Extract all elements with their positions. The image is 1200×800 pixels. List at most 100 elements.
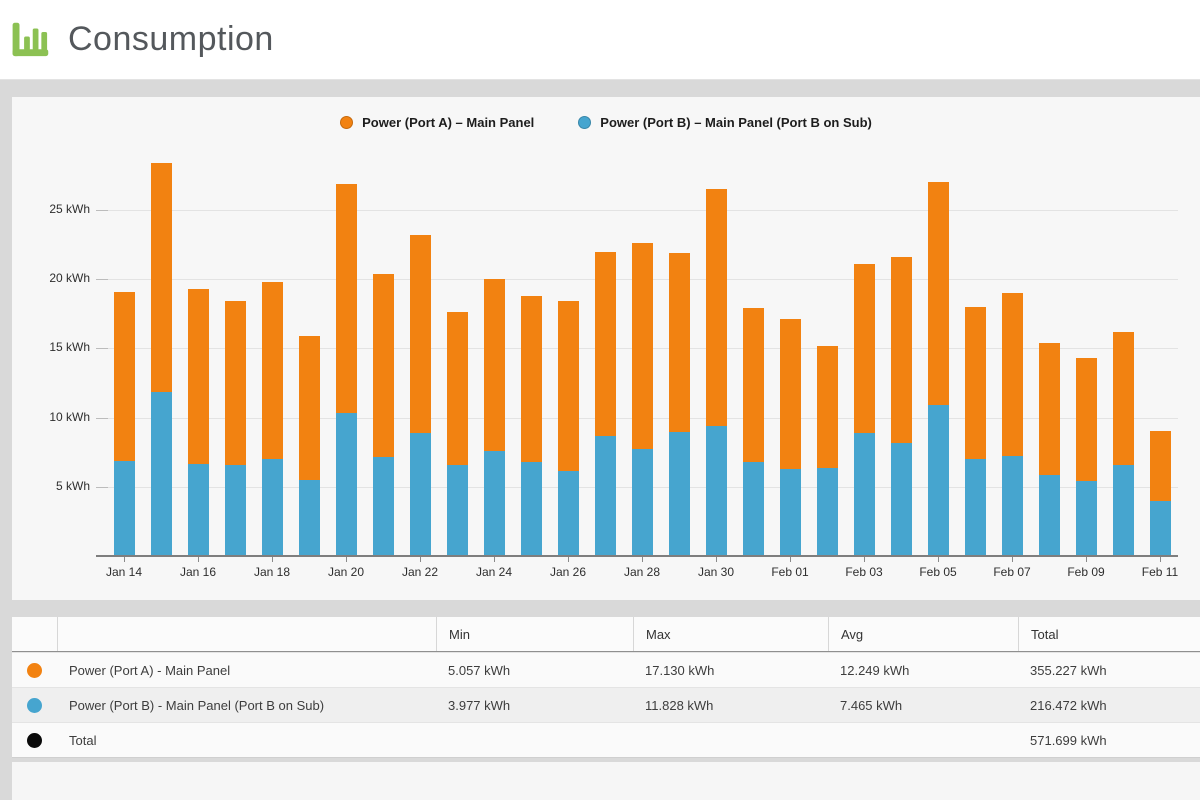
bar-segment-port-b[interactable] [742, 461, 764, 556]
x-axis-tick [568, 557, 569, 562]
bar-segment-port-b[interactable] [113, 461, 135, 556]
bar-segment-port-a[interactable] [816, 345, 838, 469]
port-a-dot-icon [27, 662, 42, 678]
bar-segment-port-a[interactable] [927, 182, 949, 406]
y-axis-label: 20 kWh [49, 271, 90, 286]
min-cell: 3.977 kWh [448, 697, 511, 713]
series-name-cell: Total [69, 732, 97, 748]
bar-segment-port-a[interactable] [668, 252, 690, 433]
bar-segment-port-a[interactable] [1149, 430, 1171, 501]
x-axis-label: Feb 05 [919, 565, 957, 579]
bar-segment-port-b[interactable] [964, 459, 986, 556]
legend-label: Power (Port B) – Main Panel (Port B on S… [600, 115, 872, 130]
bar-segment-port-b[interactable] [483, 450, 505, 556]
y-axis-tick [96, 348, 108, 350]
bar-segment-port-b[interactable] [446, 464, 468, 556]
bar-segment-port-b[interactable] [335, 412, 357, 556]
bar-segment-port-a[interactable] [224, 301, 246, 465]
col-name-header [57, 617, 436, 651]
col-total-header: Total [1018, 617, 1200, 651]
bar-segment-port-b[interactable] [779, 468, 801, 556]
bar-segment-port-b[interactable] [816, 468, 838, 556]
bar-segment-port-a[interactable] [890, 257, 912, 444]
bar-segment-port-a[interactable] [483, 279, 505, 451]
bar-segment-port-a[interactable] [594, 251, 616, 437]
x-axis-label: Feb 07 [993, 565, 1031, 579]
gridline [96, 210, 1178, 211]
y-axis-label: 15 kWh [49, 340, 90, 355]
bar-segment-port-b[interactable] [150, 392, 172, 556]
x-axis-tick [346, 557, 347, 562]
x-axis-label: Feb 09 [1067, 565, 1105, 579]
bar-segment-port-b[interactable] [372, 457, 394, 556]
bar-segment-port-b[interactable] [224, 464, 246, 556]
legend-label: Power (Port A) – Main Panel [362, 115, 535, 130]
bar-segment-port-b[interactable] [1038, 475, 1060, 556]
x-axis-label: Jan 28 [623, 565, 661, 579]
bar-segment-port-a[interactable] [335, 183, 357, 413]
bar-segment-port-b[interactable] [890, 443, 912, 556]
bar-segment-port-b[interactable] [594, 436, 616, 556]
bar-segment-port-b[interactable] [298, 479, 320, 556]
bar-segment-port-b[interactable] [853, 432, 875, 556]
y-axis-tick [96, 210, 108, 211]
bar-segment-port-a[interactable] [1001, 293, 1023, 456]
legend-item[interactable]: Power (Port B) – Main Panel (Port B on S… [578, 115, 872, 130]
bar-segment-port-a[interactable] [520, 295, 542, 462]
series-name-cell: Power (Port A) - Main Panel [69, 662, 231, 678]
bar-segment-port-b[interactable] [631, 448, 653, 556]
bar-segment-port-b[interactable] [409, 432, 431, 556]
bar-segment-port-a[interactable] [446, 312, 468, 465]
bar-segment-port-a[interactable] [1075, 358, 1097, 481]
x-axis-tick [642, 557, 643, 562]
page-header: Consumption [0, 0, 1200, 80]
bar-segment-port-a[interactable] [187, 288, 209, 464]
avg-cell: 12.249 kWh [840, 662, 910, 678]
x-axis-tick [494, 557, 495, 562]
x-axis-label: Jan 16 [179, 565, 217, 579]
footer-panel [12, 762, 1200, 800]
bar-segment-port-b[interactable] [1001, 455, 1023, 556]
bar-segment-port-a[interactable] [150, 162, 172, 393]
bar-segment-port-b[interactable] [261, 459, 283, 556]
bar-segment-port-a[interactable] [964, 306, 986, 460]
bar-segment-port-b[interactable] [557, 470, 579, 556]
bar-segment-port-b[interactable] [1112, 465, 1134, 556]
bar-segment-port-a[interactable] [557, 301, 579, 471]
bar-segment-port-a[interactable] [409, 234, 431, 433]
bar-segment-port-b[interactable] [1149, 500, 1171, 556]
bar-segment-port-a[interactable] [742, 308, 764, 462]
x-axis-tick [1160, 557, 1161, 562]
y-axis-label: 25 kWh [49, 202, 90, 216]
bar-segment-port-b[interactable] [520, 461, 542, 556]
x-axis-label: Jan 24 [475, 565, 513, 579]
x-axis-tick [272, 557, 273, 562]
x-axis-tick [716, 557, 717, 562]
bar-segment-port-a[interactable] [1112, 331, 1134, 466]
x-axis-label: Jan 30 [697, 565, 735, 579]
bar-segment-port-b[interactable] [668, 432, 690, 556]
x-axis-tick [198, 557, 199, 562]
bar-segment-port-a[interactable] [1038, 342, 1060, 476]
bar-segment-port-a[interactable] [372, 273, 394, 458]
x-axis-tick [938, 557, 939, 562]
bar-segment-port-b[interactable] [187, 463, 209, 556]
bar-segment-port-a[interactable] [298, 335, 320, 480]
y-axis-label: 5 kWh [55, 478, 90, 493]
col-min-header: Min [436, 617, 633, 651]
legend-item[interactable]: Power (Port A) – Main Panel [340, 115, 534, 130]
bar-segment-port-b[interactable] [1075, 480, 1097, 556]
page-title: Consumption [68, 20, 274, 58]
bar-segment-port-a[interactable] [853, 263, 875, 433]
bar-segment-port-a[interactable] [631, 243, 653, 449]
bar-segment-port-a[interactable] [779, 319, 801, 469]
table-row-port-a: Power (Port A) - Main Panel 5.057 kWh 17… [12, 652, 1200, 687]
chart-legend: Power (Port A) – Main Panel Power (Port B… [12, 115, 1200, 130]
y-axis-tick [96, 279, 108, 281]
bar-segment-port-a[interactable] [113, 291, 135, 462]
bar-segment-port-b[interactable] [705, 425, 727, 556]
bar-segment-port-a[interactable] [261, 281, 283, 460]
bar-segment-port-b[interactable] [927, 405, 949, 556]
bar-segment-port-a[interactable] [705, 188, 727, 426]
summary-table: Min Max Avg Total Power (Port A) - Main … [12, 617, 1200, 758]
